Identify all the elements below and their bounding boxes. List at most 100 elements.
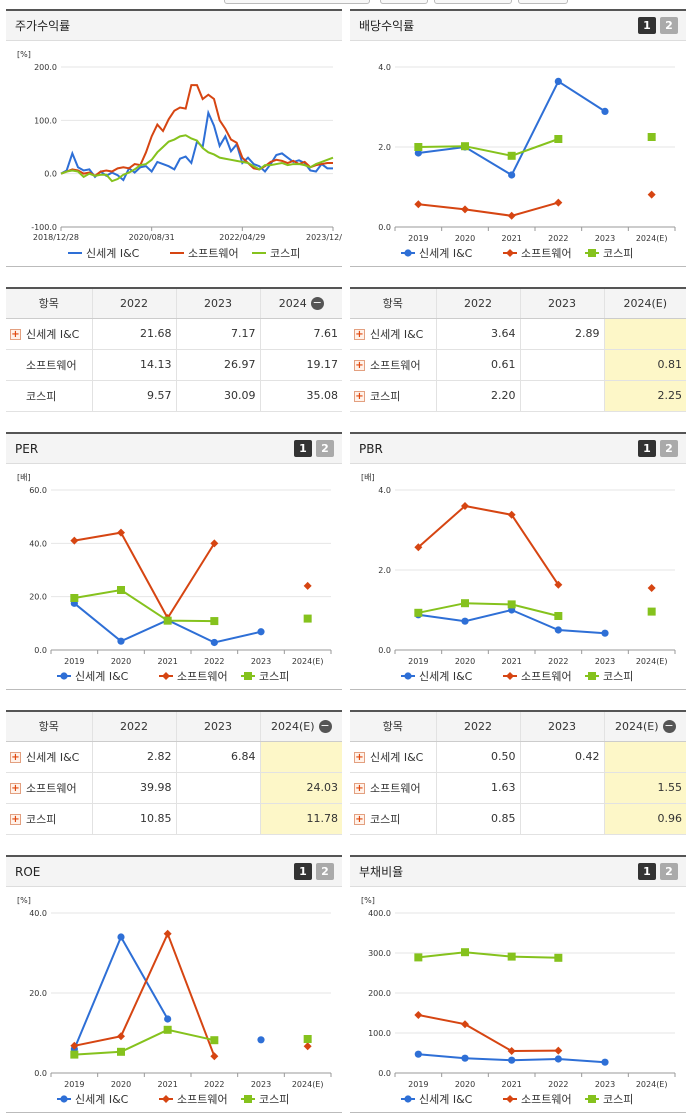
top-button[interactable] [434,0,512,4]
y-tick-label: 0.0 [378,646,391,655]
tab-2[interactable]: 2 [660,17,678,34]
legend-marker [404,672,412,680]
header-label: 2024(E) [614,719,659,733]
tab-2[interactable]: 2 [660,440,678,457]
data-point [508,1056,516,1064]
row-name-cell: + 코스피 [350,803,436,835]
expand-plus-icon[interactable]: + [354,329,365,340]
x-tick-label: 2020 [455,234,475,243]
data-point [70,536,79,545]
data-point [507,510,516,519]
y-axis-unit: [%] [17,50,31,59]
table-header-cell: 2024(E) [603,288,686,319]
y-tick-label: 4.0 [378,63,391,72]
legend-label: 소프트웨어 [177,670,228,683]
x-tick-label: 2022 [548,657,568,666]
y-tick-label: 40.0 [29,539,47,548]
table-header-cell: 2024(E) − [603,711,686,742]
table-header-cell: 2022 [91,288,176,319]
data-point [414,953,423,962]
data-point [507,600,516,609]
x-tick-label: 2023 [595,657,615,666]
data-point [117,933,125,941]
header-label: 2024(E) [623,296,668,310]
series-line [74,1028,215,1056]
tab-1[interactable]: 1 [294,440,312,457]
x-tick-label: 2019 [64,1080,84,1089]
row-name-cell: + 신세계 I&C [350,741,436,773]
y-axis-unit: [배] [17,473,31,482]
legend-marker [506,672,514,680]
expand-plus-icon[interactable]: + [354,752,365,763]
row-name-label: 코스피 [370,389,401,403]
x-tick-label: 2022 [204,657,224,666]
data-point [507,211,516,220]
expand-plus-icon[interactable]: + [354,783,365,794]
expand-plus-icon[interactable]: + [354,814,365,825]
data-point [461,205,469,214]
data-point [414,543,423,552]
x-tick-label: 2021 [157,1080,177,1089]
expand-plus-icon[interactable]: + [10,783,21,794]
header-label: 2023 [204,296,232,310]
panel-title: 부채비율 [359,865,404,879]
legend-marker [588,249,596,257]
value-cell: 21.68 [91,318,176,350]
table-row: + 코스피 2.20 2.25 [350,380,686,412]
data-point [164,1015,172,1023]
tab-2[interactable]: 2 [316,863,334,880]
header-label: 항목 [38,297,59,311]
series-line [418,201,559,217]
tab-1[interactable]: 1 [294,863,312,880]
value-cell [603,741,686,773]
data-point [257,1036,265,1044]
tab-2[interactable]: 2 [316,440,334,457]
x-tick-label: 2022 [548,234,568,243]
value-cell: 0.81 [603,349,686,381]
data-point [461,948,469,957]
series-0 [414,1050,609,1066]
legend-label: 소프트웨어 [521,670,572,683]
top-button[interactable] [518,0,568,4]
x-tick-label: 2023 [251,1080,271,1089]
top-button[interactable] [380,0,428,4]
tab-1[interactable]: 1 [638,17,656,34]
table-header-cell: 2023 [175,288,260,319]
y-tick-label: 400.0 [368,909,391,918]
header-label: 2022 [120,719,148,733]
tab-1[interactable]: 1 [638,863,656,880]
x-tick-label: 2024(E) [636,1080,668,1089]
top-button[interactable] [224,0,370,4]
collapse-icon[interactable]: − [318,719,332,733]
value-cell: 26.97 [175,349,260,381]
y-tick-label: 200.0 [368,989,391,998]
expand-plus-icon[interactable]: + [10,814,21,825]
expand-plus-icon[interactable]: + [10,329,21,340]
tab-1[interactable]: 1 [638,440,656,457]
data-point [647,584,656,592]
collapse-icon[interactable]: − [310,296,324,310]
data-point [461,617,469,625]
x-tick-label: 2018/12/28 [33,233,79,242]
legend-label: 소프트웨어 [521,247,572,260]
data-point [414,608,423,617]
header-label: 2023 [548,296,576,310]
row-name-cell: + 소프트웨어 [350,349,436,381]
series-line-0 [60,109,333,182]
legend-marker [404,1095,412,1103]
x-tick-label: 2021 [157,657,177,666]
tab-2[interactable]: 2 [660,863,678,880]
table-header-cell: 항목 [350,288,436,319]
y-tick-label: 4.0 [378,486,391,495]
row-name-cell: + 소프트웨어 [6,772,92,804]
expand-plus-icon[interactable]: + [354,360,365,371]
value-cell: 2.20 [435,380,520,412]
collapse-icon[interactable]: − [662,719,676,733]
table-row: + 소프트웨어 0.61 0.81 [350,349,686,381]
series-1 [70,929,312,1061]
data-point [117,1032,125,1041]
expand-plus-icon[interactable]: + [354,391,365,402]
expand-plus-icon[interactable]: + [10,752,21,763]
legend-marker [244,1095,252,1103]
